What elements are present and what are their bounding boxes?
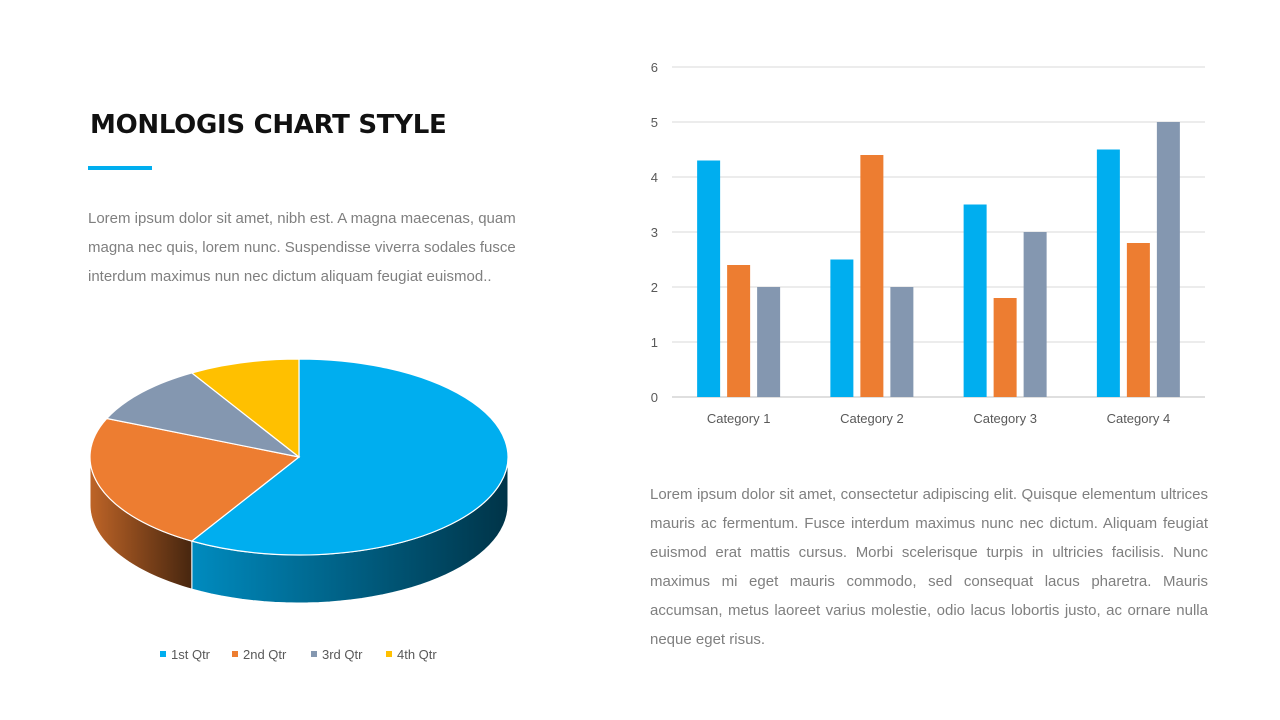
bar xyxy=(993,298,1017,397)
pie-slice-3 xyxy=(105,372,300,458)
y-tick-label: 6 xyxy=(651,60,658,75)
x-tick-label: Category 4 xyxy=(1107,411,1171,426)
legend-swatch-2 xyxy=(232,651,238,657)
y-tick-label: 0 xyxy=(651,390,658,405)
legend-label-2: 2nd Qtr xyxy=(243,647,287,662)
body-paragraph: Lorem ipsum dolor sit amet, consectetur … xyxy=(650,486,1208,648)
pie-slice-2 xyxy=(89,417,301,542)
bar-chart: 0 1 2 3 4 5 6 Category 1 Category 2 Category 3 Cat… xyxy=(651,60,1205,426)
pie-slice-1 xyxy=(190,358,509,556)
bar xyxy=(963,204,987,397)
bar xyxy=(1126,243,1150,397)
bar xyxy=(1023,232,1047,397)
y-tick-label: 5 xyxy=(651,115,658,130)
intro-paragraph: Lorem ipsum dolor sit amet, nibh est. A … xyxy=(88,210,516,285)
legend-label-3: 3rd Qtr xyxy=(322,647,363,662)
bar xyxy=(890,287,914,397)
legend-swatch-4 xyxy=(386,651,392,657)
bar xyxy=(830,259,854,397)
bar xyxy=(860,155,884,397)
y-tick-label: 4 xyxy=(651,170,658,185)
legend-label-1: 1st Qtr xyxy=(171,647,211,662)
bar xyxy=(1096,149,1120,397)
legend-swatch-1 xyxy=(160,651,166,657)
pie-chart: 1st Qtr 2nd Qtr 3rd Qtr 4th Qtr xyxy=(89,358,509,662)
bar xyxy=(757,287,781,397)
y-tick-label: 2 xyxy=(651,280,658,295)
y-tick-label: 3 xyxy=(651,225,658,240)
x-tick-label: Category 2 xyxy=(840,411,904,426)
legend-swatch-3 xyxy=(311,651,317,657)
bar xyxy=(727,265,751,397)
pie-slice-4 xyxy=(190,358,300,459)
x-tick-label: Category 1 xyxy=(707,411,771,426)
y-tick-label: 1 xyxy=(651,335,658,350)
title-accent-bar xyxy=(88,166,152,170)
x-tick-label: Category 3 xyxy=(973,411,1037,426)
legend-label-4: 4th Qtr xyxy=(397,647,437,662)
bar xyxy=(697,160,721,397)
page-title: MONLOGIS CHART STYLE xyxy=(90,110,447,140)
bar xyxy=(1156,122,1180,397)
